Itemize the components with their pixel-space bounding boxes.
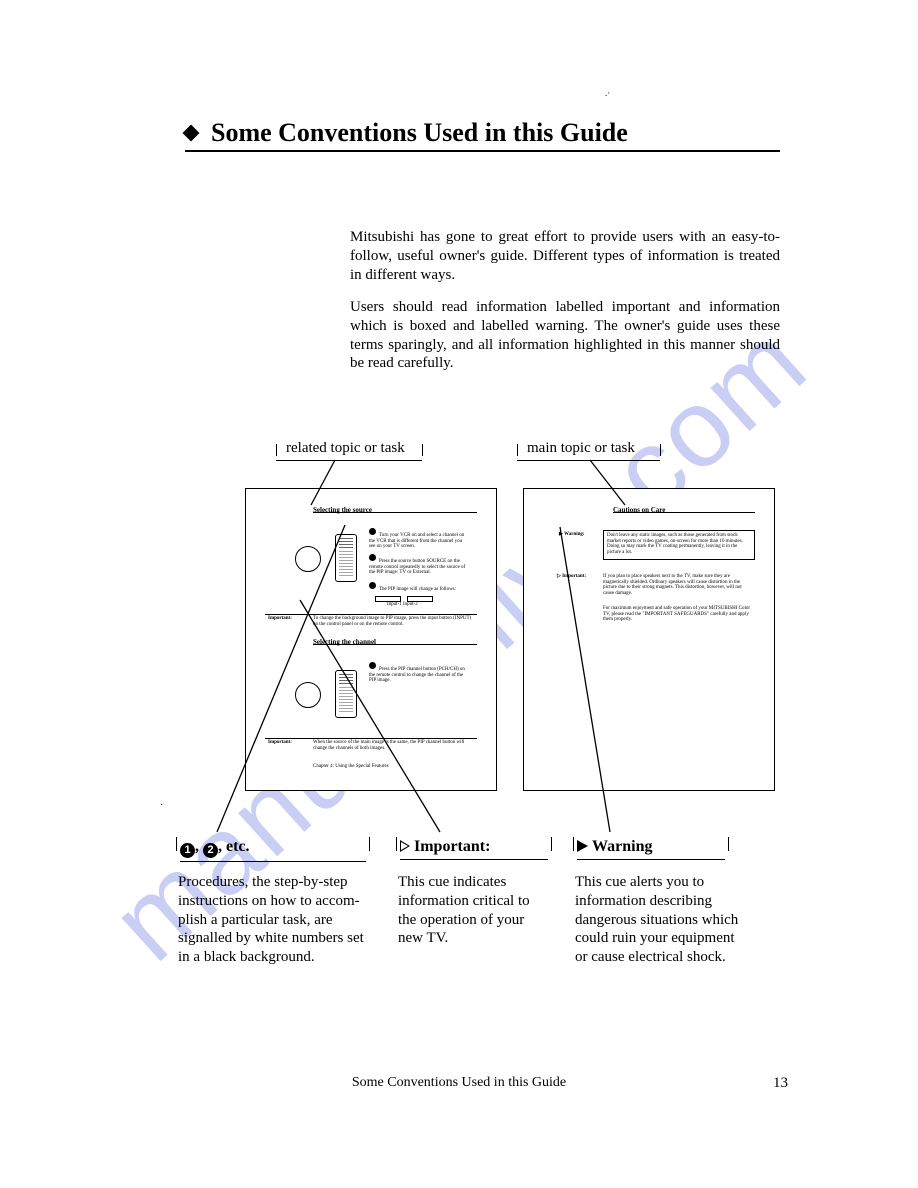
label-bracket [422, 444, 423, 456]
mock-important-label: Important: [268, 740, 308, 746]
mock-warning-text: Don't leave any static images, such as t… [607, 533, 751, 555]
mock-heading: Selecting the source [313, 506, 372, 514]
mock-chapter: Chapter 4: Using the Special Features [313, 764, 389, 770]
mock-loop: Input-1 Input-2 [387, 602, 418, 608]
callout-head-warning: Warning [577, 838, 725, 856]
remote-icon [335, 670, 357, 718]
detail-circle-icon [295, 546, 321, 572]
step-number-icon: 2 [203, 843, 218, 858]
triangle-outline-icon [400, 840, 410, 852]
page-title: Some Conventions Used in this Guide [211, 118, 628, 147]
label-bracket [276, 444, 277, 456]
title-row: Some Conventions Used in this Guide [185, 118, 775, 148]
remote-icon [335, 534, 357, 582]
label-underline [276, 460, 422, 461]
label-underline [517, 460, 660, 461]
callout-head-procedures: 1, 2, etc. [180, 838, 366, 858]
stray-mark: .· [605, 88, 610, 98]
detail-circle-icon [295, 682, 321, 708]
label-main: main topic or task [527, 440, 635, 457]
page-root: manualshive.com Some Conventions Used in… [0, 0, 918, 1188]
label-bracket [517, 444, 518, 456]
mock-warning-label: ▶ Warning: [559, 532, 585, 538]
mock-step: Press the source button SOURCE on the re… [369, 554, 469, 576]
mock-important-label: Important: [268, 616, 308, 622]
intro-paragraph-1: Mitsubishi has gone to great effort to p… [350, 228, 780, 284]
callout-body-procedures: Procedures, the step-by-step instruction… [178, 873, 378, 967]
triangle-solid-icon [577, 840, 588, 852]
stray-mark: · [160, 800, 163, 811]
mock-important-text: For maximum enjoyment and safe operation… [603, 606, 753, 623]
mock-important-label: ▷ Important: [557, 574, 586, 580]
mock-important-text: To change the background image to PIP im… [313, 616, 473, 627]
mock-step: The PIP image will change as follows: [369, 582, 469, 593]
callout-body-important: This cue indicates information critical … [398, 873, 548, 948]
callout-head-important: Important: [400, 838, 548, 856]
mock-page-right: Cautions on Care Don't leave any static … [523, 488, 775, 791]
label-related: related topic or task [286, 440, 405, 457]
callout-body-warning: This cue alerts you to information descr… [575, 873, 740, 967]
mock-step: Press the PIP channel button (PCH/CH) on… [369, 662, 469, 684]
label-bracket [660, 444, 661, 456]
diamond-icon [183, 125, 200, 142]
title-underline [185, 150, 780, 152]
intro-paragraph-2: Users should read information labelled i… [350, 298, 780, 373]
mock-page-left: Selecting the source Turn your VCR on an… [245, 488, 497, 791]
mock-heading: Selecting the channel [313, 638, 376, 646]
mock-important-text: When the source of the main image is the… [313, 740, 473, 751]
page-number: 13 [773, 1075, 788, 1092]
step-number-icon: 1 [180, 843, 195, 858]
mock-step: Turn your VCR on and select a channel on… [369, 528, 469, 550]
mock-heading: Cautions on Care [613, 506, 665, 514]
mock-important-text: If you plan to place speakers next to th… [603, 574, 753, 596]
